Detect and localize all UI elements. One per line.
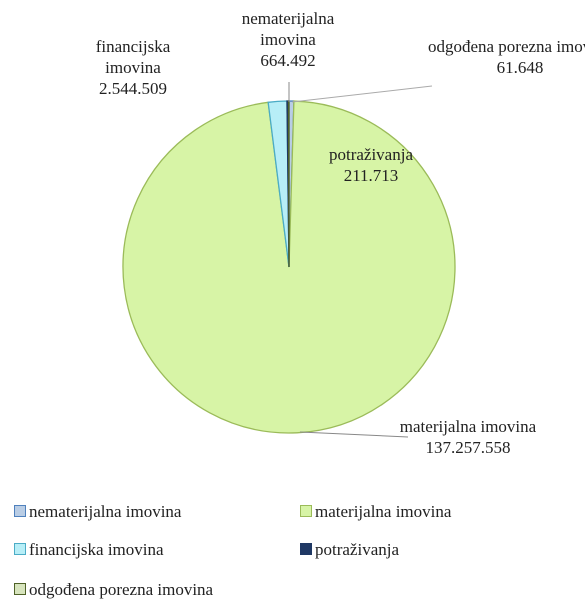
legend-label: materijalna imovina [315, 502, 452, 521]
legend-swatch [300, 543, 312, 555]
pie [122, 100, 456, 434]
legend-label: potraživanja [315, 540, 400, 559]
label-name: nematerijalna imovina [241, 9, 335, 49]
label-name: financijska imovina [95, 37, 171, 77]
legend-label: odgođena porezna imovina [29, 580, 214, 599]
legend-swatch [300, 505, 312, 517]
label-value: 664.492 [260, 51, 316, 70]
label-name: materijalna imovina [399, 417, 537, 436]
legend-item: odgođena porezna imovina [14, 580, 213, 600]
label-value: 137.257.558 [425, 438, 511, 457]
legend-swatch [14, 583, 26, 595]
label-name: odgođena porezna imovina [427, 37, 585, 56]
label-value: 2.544.509 [99, 79, 167, 98]
legend-item: nematerijalna imovina [14, 502, 181, 522]
legend-item: financijska imovina [14, 540, 164, 560]
legend-label: nematerijalna imovina [29, 502, 182, 521]
leader-line [299, 431, 409, 438]
legend-item: materijalna imovina [300, 502, 451, 522]
legend-swatch [14, 543, 26, 555]
data-label: odgođena porezna imovina 61.648 [420, 36, 585, 78]
legend-label: financijska imovina [29, 540, 164, 559]
leader-line [291, 85, 433, 103]
label-name: potraživanja [328, 145, 413, 164]
legend-item: potraživanja [300, 540, 399, 560]
data-label: materijalna imovina 137.257.558 [398, 416, 538, 458]
data-label: nematerijalna imovina 664.492 [228, 8, 348, 71]
label-value: 211.713 [343, 166, 399, 185]
legend-swatch [14, 505, 26, 517]
data-label: financijska imovina 2.544.509 [78, 36, 188, 99]
label-value: 61.648 [496, 58, 544, 77]
data-label: potraživanja 211.713 [296, 144, 446, 186]
